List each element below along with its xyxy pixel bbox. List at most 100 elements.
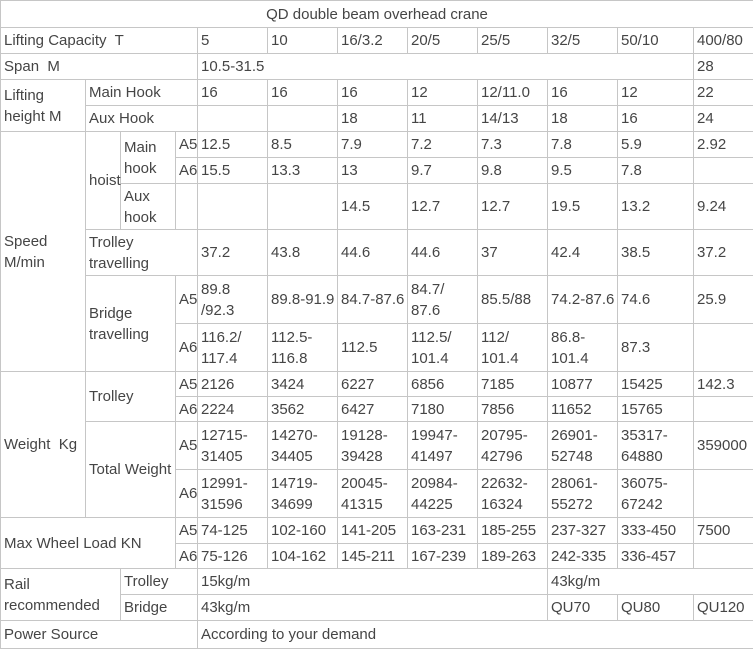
data-cell: 11 [407, 105, 478, 132]
data-cell: 10877 [547, 371, 618, 397]
data-cell: 74.2-87.6 [547, 275, 618, 324]
data-cell: 12.7 [477, 183, 548, 230]
data-cell: 7.3 [477, 131, 548, 158]
row-label-a5: A5 [175, 517, 198, 544]
data-cell: 12/11.0 [477, 79, 548, 106]
data-cell: 112.5- 116.8 [267, 323, 338, 372]
data-cell: 13.3 [267, 157, 338, 184]
data-cell: 15.5 [197, 157, 268, 184]
table-row: Aux Hook 18 11 14/13 18 16 24 [1, 105, 753, 132]
data-cell: 6856 [407, 371, 478, 397]
data-cell: 7185 [477, 371, 548, 397]
row-label-power-source: Power Source [0, 620, 198, 649]
data-cell: 116.2/ 117.4 [197, 323, 268, 372]
col-header: 400/80 [693, 27, 753, 54]
data-cell: 14/13 [477, 105, 548, 132]
data-cell [693, 323, 753, 372]
table-row: A6 15.5 13.3 13 9.7 9.8 9.5 7.8 [1, 157, 753, 184]
data-cell: 10.5-31.5 [197, 53, 694, 80]
data-cell: 15425 [617, 371, 694, 397]
table-row: Power Source According to your demand [0, 620, 753, 649]
data-cell: 237-327 [547, 517, 618, 544]
data-cell: 163-231 [407, 517, 478, 544]
col-header: 50/10 [617, 27, 694, 54]
data-cell: 12.7 [407, 183, 478, 230]
row-label-a6: A6 [175, 396, 198, 422]
data-cell: 189-263 [477, 543, 548, 569]
data-cell: 13.2 [617, 183, 694, 230]
data-cell: QU120 [693, 594, 753, 621]
data-cell: QU80 [617, 594, 694, 621]
data-cell: 7500 [693, 517, 753, 544]
data-cell: 36075- 67242 [617, 469, 694, 518]
col-header: 10 [267, 27, 338, 54]
data-cell [693, 543, 753, 569]
row-label-a6: A6 [175, 543, 198, 569]
data-cell: 11652 [547, 396, 618, 422]
row-label-a6: A6 [175, 469, 198, 518]
data-cell: 28 [693, 53, 753, 80]
col-header: 5 [197, 27, 268, 54]
data-cell: 16 [617, 105, 694, 132]
data-cell: QU70 [547, 594, 618, 621]
data-cell: 2224 [197, 396, 268, 422]
data-cell [693, 157, 753, 184]
table-row: Aux hook 14.5 12.7 12.7 19.5 13.2 9.24 [1, 183, 753, 230]
data-cell: 12715- 31405 [197, 421, 268, 470]
data-cell: 2.92 [693, 131, 753, 158]
data-cell: 14.5 [337, 183, 408, 230]
data-cell: 44.6 [407, 229, 478, 276]
row-label-trolley-weight: Trolley [85, 371, 176, 422]
data-cell: 43kg/m [547, 568, 753, 595]
row-label-lifting-height: Lifting height M [0, 79, 86, 132]
data-cell: 3424 [267, 371, 338, 397]
table-row: A6 12991- 31596 14719- 34699 20045- 41315 20… [1, 469, 753, 518]
data-cell: 20984- 44225 [407, 469, 478, 518]
data-cell: 74.6 [617, 275, 694, 324]
col-header: 20/5 [407, 27, 478, 54]
col-header: 25/5 [477, 27, 548, 54]
row-label-a6: A6 [175, 323, 198, 372]
table-title: QD double beam overhead crane [0, 0, 753, 28]
row-label-a5: A5 [175, 371, 198, 397]
table-row: Bridge 43kg/m QU70 QU80 QU120 [1, 594, 753, 621]
data-cell [693, 469, 753, 518]
row-label-rail-trolley: Trolley [120, 568, 198, 595]
row-label-hoist-main-hook: Main hook [120, 131, 176, 184]
data-cell: 24 [693, 105, 753, 132]
table-row: Max Wheel Load KN A5 74-125 102-160 141-205 1… [0, 517, 753, 569]
data-cell [197, 183, 268, 230]
data-cell: 2126 [197, 371, 268, 397]
data-cell: 336-457 [617, 543, 694, 569]
data-cell: 141-205 [337, 517, 408, 544]
data-cell: 28061- 55272 [547, 469, 618, 518]
data-cell: 37.2 [693, 229, 753, 276]
row-label-a5: A5 [175, 275, 198, 324]
data-cell [267, 105, 338, 132]
row-label-hoist-aux-hook: Aux hook [120, 183, 176, 230]
data-cell: 9.7 [407, 157, 478, 184]
row-label-weight: Weight Kg [0, 371, 86, 518]
data-cell: 6227 [337, 371, 408, 397]
data-cell: 87.3 [617, 323, 694, 372]
data-cell: According to your demand [197, 620, 753, 649]
row-label-rail-bridge: Bridge [120, 594, 198, 621]
data-cell: 85.5/88 [477, 275, 548, 324]
data-cell: 37.2 [197, 229, 268, 276]
col-header: 16/3.2 [337, 27, 408, 54]
data-cell: 16 [547, 79, 618, 106]
data-cell: 16 [337, 79, 408, 106]
data-cell: 7856 [477, 396, 548, 422]
data-cell: 5.9 [617, 131, 694, 158]
data-cell: 43.8 [267, 229, 338, 276]
row-label-max-wheel-load: Max Wheel Load KN [0, 517, 176, 569]
data-cell: 75-126 [197, 543, 268, 569]
data-cell [267, 183, 338, 230]
data-cell: 15kg/m [197, 568, 548, 595]
data-cell: 145-211 [337, 543, 408, 569]
table-row: QD double beam overhead crane [0, 0, 753, 28]
table-row: Trolley travelling 37.2 43.8 44.6 44.6 37 42.4… [1, 229, 753, 276]
data-cell: 359000 [693, 421, 753, 470]
data-cell: 112.5 [337, 323, 408, 372]
